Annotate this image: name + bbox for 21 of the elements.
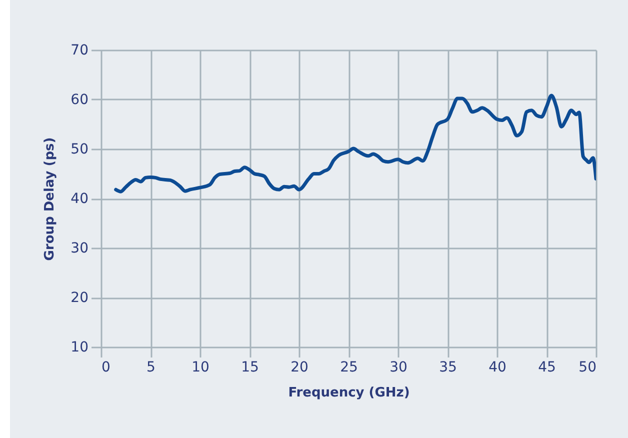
- y-tick-label: 30: [70, 240, 88, 256]
- x-tick-label: 35: [439, 360, 457, 376]
- x-tick-label: 25: [340, 360, 358, 376]
- x-tick-label: 50: [578, 360, 596, 376]
- x-tick-label: 5: [146, 360, 156, 376]
- y-tick-label: 70: [70, 42, 88, 58]
- x-tick-label: 15: [241, 360, 259, 376]
- y-tick-label: 50: [70, 142, 88, 158]
- x-tick-label: 30: [390, 360, 408, 376]
- x-tick-label: 0: [102, 360, 110, 376]
- y-axis-title: Group Delay (ps): [42, 137, 58, 261]
- x-axis-title: Frequency (GHz): [288, 386, 410, 400]
- y-tick-label: 20: [70, 290, 88, 306]
- x-tick-label: 45: [538, 360, 556, 376]
- y-tick-label: 40: [70, 191, 88, 207]
- x-tick-label: 20: [290, 360, 308, 376]
- x-tick-label: 10: [192, 360, 210, 376]
- line-series: [114, 94, 596, 194]
- y-tick-label: 60: [70, 92, 88, 108]
- y-tick-label: 10: [70, 340, 88, 356]
- x-tick-label: 40: [488, 360, 506, 376]
